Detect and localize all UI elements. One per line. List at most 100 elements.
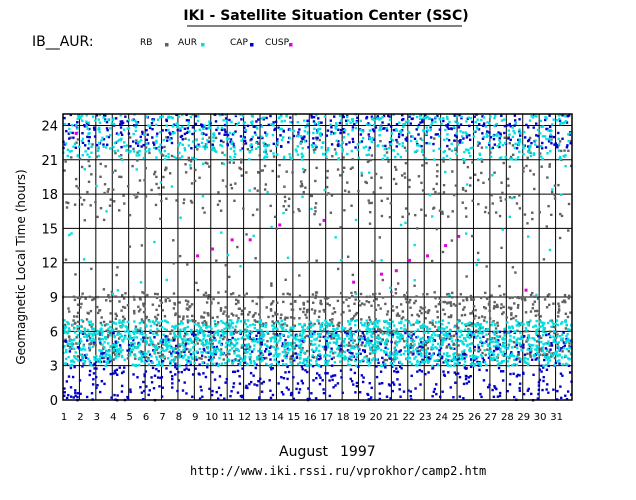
data-point <box>256 320 260 323</box>
data-point <box>416 319 419 322</box>
data-point <box>487 327 490 331</box>
data-point <box>331 378 334 382</box>
data-point <box>558 119 562 123</box>
data-point <box>367 316 371 319</box>
data-point <box>225 314 228 317</box>
data-point <box>240 174 243 177</box>
data-point <box>136 331 139 335</box>
data-point <box>458 375 462 379</box>
data-point <box>262 380 265 384</box>
data-point <box>328 341 332 345</box>
data-point <box>416 227 419 230</box>
data-point <box>155 147 158 150</box>
data-point <box>343 166 346 169</box>
data-point <box>492 137 496 141</box>
data-point <box>270 301 274 305</box>
data-point <box>324 337 327 340</box>
data-point <box>243 361 247 364</box>
data-point <box>205 143 208 146</box>
data-point <box>215 351 218 354</box>
data-point <box>515 356 519 360</box>
data-point <box>144 146 148 149</box>
data-point <box>229 155 232 159</box>
data-point <box>274 352 277 356</box>
data-point <box>569 351 573 355</box>
data-point <box>288 153 291 156</box>
data-point <box>184 137 187 140</box>
data-point <box>238 307 241 311</box>
data-point <box>567 114 571 117</box>
data-point <box>276 353 279 356</box>
data-point <box>231 359 234 362</box>
data-point <box>428 352 431 355</box>
data-point <box>450 149 454 153</box>
data-point <box>327 359 330 362</box>
data-point <box>557 308 561 311</box>
data-point <box>370 346 374 349</box>
data-point <box>299 307 302 311</box>
data-point <box>294 352 298 355</box>
data-point <box>248 310 251 314</box>
data-point <box>567 339 570 342</box>
data-point <box>487 143 491 146</box>
data-point <box>309 333 313 336</box>
data-point <box>296 121 300 124</box>
data-point <box>195 144 198 148</box>
data-point <box>473 115 476 118</box>
data-point <box>80 165 84 169</box>
data-point <box>407 332 411 335</box>
data-point <box>80 318 83 322</box>
data-point <box>338 360 342 363</box>
data-point <box>343 327 347 330</box>
data-point <box>315 372 319 375</box>
data-point <box>367 364 371 367</box>
data-point <box>373 345 376 349</box>
data-point <box>566 144 569 147</box>
data-point <box>85 125 89 128</box>
data-point <box>497 339 500 342</box>
data-point <box>176 389 179 393</box>
data-point <box>91 143 94 146</box>
data-point <box>520 335 523 338</box>
data-point <box>206 334 210 337</box>
data-point <box>434 346 437 349</box>
data-point <box>404 349 407 353</box>
data-point <box>493 300 496 304</box>
data-point <box>300 379 303 383</box>
data-point <box>312 137 315 140</box>
data-point <box>282 136 285 139</box>
data-point <box>280 390 284 394</box>
data-point <box>105 362 109 365</box>
data-point <box>73 347 76 350</box>
data-point <box>243 358 246 361</box>
data-point <box>506 124 509 127</box>
data-point <box>487 356 491 360</box>
data-point <box>517 322 520 325</box>
data-point <box>478 331 482 335</box>
data-point <box>312 120 316 123</box>
data-point <box>97 128 100 131</box>
data-point <box>257 142 260 145</box>
data-point <box>215 150 218 153</box>
data-point <box>557 305 561 308</box>
data-point <box>442 340 445 343</box>
data-point <box>561 114 564 117</box>
data-point <box>416 351 419 355</box>
data-point <box>473 349 476 352</box>
data-point <box>269 149 272 153</box>
data-point <box>553 143 556 146</box>
data-point <box>454 381 457 384</box>
data-point <box>264 150 267 154</box>
data-point <box>332 337 336 340</box>
data-point <box>275 344 278 347</box>
data-point <box>464 377 468 381</box>
data-point <box>302 310 305 314</box>
data-point <box>324 345 328 348</box>
data-point <box>255 337 259 341</box>
data-point <box>445 137 449 141</box>
data-point <box>273 337 277 340</box>
data-point <box>450 142 453 146</box>
data-point <box>510 313 513 317</box>
data-point <box>391 358 395 361</box>
data-point <box>261 353 264 356</box>
